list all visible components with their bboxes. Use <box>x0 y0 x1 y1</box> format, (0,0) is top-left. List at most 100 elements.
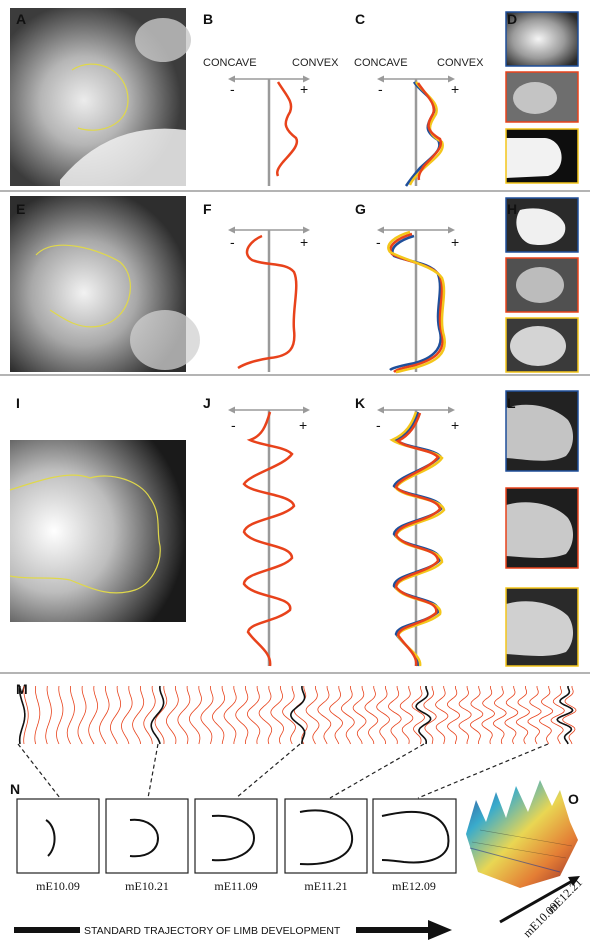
stage-label-1: mE10.09 <box>36 879 80 893</box>
thumbnail-h-red <box>505 257 579 313</box>
stage-box-2 <box>105 798 189 874</box>
surface-axis-arrowhead <box>568 876 580 886</box>
thumbnail-d-blue <box>505 11 579 67</box>
trajectory-red-curve <box>132 685 145 745</box>
trajectory-red-curve <box>305 685 320 745</box>
panel-label-j: J <box>203 395 211 411</box>
trajectory-red-curve <box>200 685 214 745</box>
panel-label-o: O <box>568 791 579 807</box>
panel-label-l: L <box>507 395 516 411</box>
trajectory-red-curve <box>329 686 343 745</box>
minus-label-g: - <box>376 234 381 250</box>
trajectory-red-curve <box>99 685 110 745</box>
trajectory-red-curve <box>527 686 542 745</box>
panel-label-e: E <box>16 201 25 217</box>
trajectory-key-curve-3 <box>289 685 306 745</box>
curvature-plot-c: CONCAVE CONVEX - + <box>354 57 484 187</box>
trajectory-red-curve <box>34 685 41 745</box>
trajectory-red-curve <box>23 685 29 745</box>
concave-label-b: CONCAVE <box>203 57 257 69</box>
plus-label-g: + <box>451 234 459 250</box>
trajectory-red-curve <box>538 686 554 745</box>
trajectory-red-curve <box>246 685 261 745</box>
thumbnail-l-blue <box>505 390 579 472</box>
thumbnail-h-blue <box>505 197 579 253</box>
trajectory-red-curve <box>282 685 296 745</box>
thumbnail-l-yellow <box>505 587 579 667</box>
trajectory-red-curve <box>270 685 284 745</box>
stage-label-2: mE10.21 <box>125 879 169 893</box>
panel-label-a: A <box>16 11 26 27</box>
trajectory-red-curve <box>481 686 496 745</box>
trajectory-red-curve <box>550 685 565 745</box>
surface-axis-end: mE12.21 <box>544 875 585 916</box>
dashed-connectors <box>17 743 549 799</box>
trajectory-red-curve <box>364 685 379 745</box>
trajectory-red-curve <box>56 685 64 745</box>
trajectory-red-curve <box>45 685 52 745</box>
trajectory-key-curves <box>18 685 574 745</box>
trajectory-red-curve <box>235 685 249 745</box>
plus-label-k: + <box>451 417 459 433</box>
image-e <box>10 196 200 372</box>
trajectory-red-curve <box>110 685 121 745</box>
trajectory-red-curve <box>154 685 168 745</box>
trajectory-red-curve <box>165 685 179 745</box>
trajectory-label: STANDARD TRAJECTORY OF LIMB DEVELOPMENT <box>84 925 341 937</box>
stage-box-3 <box>194 798 278 874</box>
panel-label-c: C <box>355 11 365 27</box>
trajectory-red-curve <box>143 685 156 745</box>
curvature-surface-3d <box>466 780 578 888</box>
stage-label-4: mE11.21 <box>304 879 347 893</box>
minus-label-k: - <box>376 417 381 433</box>
trajectory-red-curve <box>423 686 437 745</box>
trajectory-red-curve <box>411 686 425 745</box>
panel-label-d: D <box>507 11 517 27</box>
trajectory-red-curve <box>258 685 273 745</box>
trajectory-red-curve <box>458 686 472 745</box>
trajectory-key-curve-2 <box>150 685 165 745</box>
thumbnail-d-red <box>505 71 579 123</box>
image-i <box>9 440 186 622</box>
trajectory-arrow <box>14 920 452 940</box>
minus-label-b: - <box>230 81 235 97</box>
minus-label-j: - <box>231 417 236 433</box>
trajectory-red-curve <box>504 686 519 745</box>
thumbnail-l-red <box>505 487 579 569</box>
trajectory-key-curve-1 <box>18 685 26 745</box>
trajectory-red-curve <box>77 685 87 745</box>
plus-label-j: + <box>299 417 307 433</box>
trajectory-red-curve <box>492 686 507 745</box>
trajectory-red-curve <box>121 685 133 745</box>
trajectory-red-curve <box>88 685 98 745</box>
stage-box-1 <box>16 798 100 874</box>
trajectory-red-curve <box>223 685 237 744</box>
stage-box-5 <box>372 798 457 874</box>
panel-label-n: N <box>10 781 20 797</box>
minus-label-f: - <box>230 234 235 250</box>
panel-label-g: G <box>355 201 366 217</box>
minus-label-c: - <box>378 81 383 97</box>
trajectory-red-curve <box>212 685 225 745</box>
trajectory-red-curve <box>435 686 449 745</box>
convex-label-b: CONVEX <box>292 57 339 69</box>
trajectory-red-curve <box>317 686 332 745</box>
trajectory-red-curves <box>23 685 577 745</box>
convex-label-c: CONVEX <box>437 57 484 69</box>
curvature-plot-j: - + <box>228 406 310 667</box>
curvature-plot-k: - + <box>376 406 459 667</box>
trajectory-red-curve <box>189 685 202 745</box>
trajectory-red-curve <box>469 686 484 745</box>
trajectory-red-curve <box>446 686 461 745</box>
panel-label-h: H <box>507 201 517 217</box>
trajectory-red-curve <box>66 685 75 745</box>
stage-label-5: mE12.09 <box>392 879 436 893</box>
plus-label-b: + <box>300 81 308 97</box>
panel-label-k: K <box>355 395 365 411</box>
trajectory-red-curve <box>352 686 367 745</box>
concave-label-c: CONCAVE <box>354 57 408 69</box>
curvature-plot-g: - + <box>376 226 459 374</box>
stage-box-4 <box>284 798 368 874</box>
curvature-plot-f: - + <box>228 226 310 372</box>
